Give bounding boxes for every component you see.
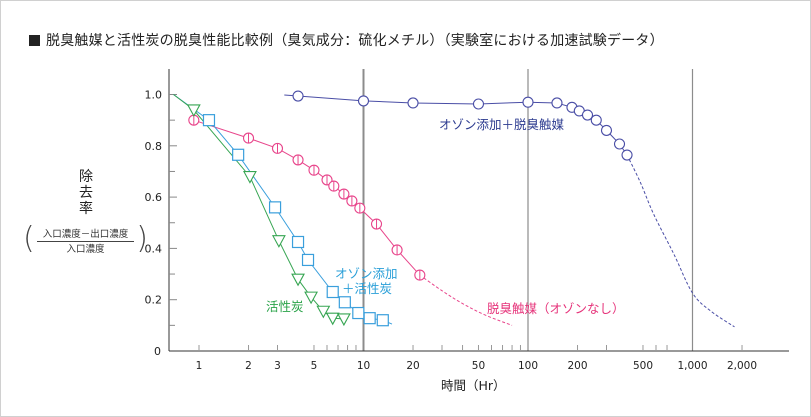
data-point-carbon <box>325 312 340 326</box>
data-point-ozone-catalyst <box>522 96 534 108</box>
series-extrapolation-ozone-catalyst <box>626 154 735 328</box>
data-point-carbon <box>243 171 257 184</box>
data-point-ozone-carbon <box>291 235 305 249</box>
data-point-ozone-carbon <box>326 285 339 299</box>
data-point-carbon <box>316 305 331 319</box>
data-point-ozone-catalyst <box>590 114 602 126</box>
y-axis-formula: ( 入口濃度－出口濃度 入口濃度 ) <box>23 221 148 259</box>
annotation-carbon: 活性炭 <box>266 299 304 314</box>
formula-denominator: 入口濃度 <box>66 244 105 255</box>
x-tick-label: 3 <box>274 360 281 372</box>
annotation-ozone-carbon-line1: オゾン添加 <box>335 266 398 281</box>
data-point-ozone-catalyst <box>407 97 419 109</box>
series-extrapolation-catalyst <box>419 274 513 326</box>
data-point-carbon <box>291 273 305 287</box>
series-line-catalyst <box>193 119 421 276</box>
data-point-ozone-catalyst <box>292 90 304 102</box>
data-point-carbon <box>304 291 318 305</box>
series-line-carbon <box>173 94 344 320</box>
y-tick-label: 0.4 <box>145 242 163 255</box>
data-point-ozone-catalyst <box>613 138 626 150</box>
formula-numerator: 入口濃度－出口濃度 <box>37 226 134 242</box>
data-point-ozone-carbon <box>352 306 365 320</box>
data-point-ozone-catalyst <box>472 98 485 110</box>
x-tick-label: 1,000 <box>677 360 707 372</box>
x-tick-label: 100 <box>518 360 538 372</box>
y-tick-label: 0.8 <box>145 140 163 153</box>
data-point-carbon <box>271 235 286 248</box>
data-point-ozone-catalyst <box>357 95 370 107</box>
right-paren: ) <box>136 221 148 256</box>
data-point-carbon <box>336 313 351 327</box>
data-point-ozone-carbon <box>232 148 245 161</box>
x-tick-label: 50 <box>472 360 485 372</box>
data-point-ozone-carbon <box>301 253 315 267</box>
y-tick-label: 1.0 <box>145 89 163 102</box>
y-axis-label: 除去率 <box>79 169 93 217</box>
x-axis-label: 時間（Hr） <box>441 378 506 393</box>
x-tick-label: 5 <box>311 360 318 372</box>
bullet-square-icon <box>29 35 40 46</box>
left-paren: ( <box>23 221 35 256</box>
data-point-ozone-carbon <box>202 114 216 127</box>
data-point-ozone-carbon <box>363 312 376 325</box>
data-point-ozone-carbon <box>268 201 282 214</box>
x-tick-label: 10 <box>357 360 370 372</box>
y-tick-label: 0.2 <box>145 294 163 307</box>
x-tick-label: 20 <box>406 360 419 372</box>
data-point-ozone-carbon <box>338 296 351 309</box>
x-tick-label: 2,000 <box>727 360 757 372</box>
annotation-ozone-carbon-line2: ＋活性炭 <box>342 281 392 296</box>
chart-title-text: 脱臭触媒と活性炭の脱臭性能比較例（臭気成分：硫化メチル）（実験室における加速試験… <box>46 33 664 49</box>
data-point-ozone-catalyst <box>600 124 613 136</box>
y-tick-label: 0 <box>154 345 161 358</box>
data-point-ozone-catalyst <box>581 109 594 121</box>
y-tick-label: 0.6 <box>145 191 163 204</box>
x-tick-label: 2 <box>245 360 252 372</box>
x-tick-label: 200 <box>567 360 587 372</box>
data-point-ozone-carbon <box>376 314 389 327</box>
chart-title: 脱臭触媒と活性炭の脱臭性能比較例（臭気成分：硫化メチル）（実験室における加速試験… <box>29 30 664 50</box>
x-tick-label: 500 <box>633 360 653 372</box>
x-tick-label: 1 <box>196 360 203 372</box>
annotation-catalyst-no-ozone: 脱臭触媒（オゾンなし） <box>487 301 625 316</box>
data-point-carbon <box>186 104 201 118</box>
annotation-ozone-catalyst: オゾン添加＋脱臭触媒 <box>439 117 565 132</box>
data-point-ozone-catalyst <box>621 149 633 161</box>
data-point-ozone-catalyst <box>551 97 563 109</box>
